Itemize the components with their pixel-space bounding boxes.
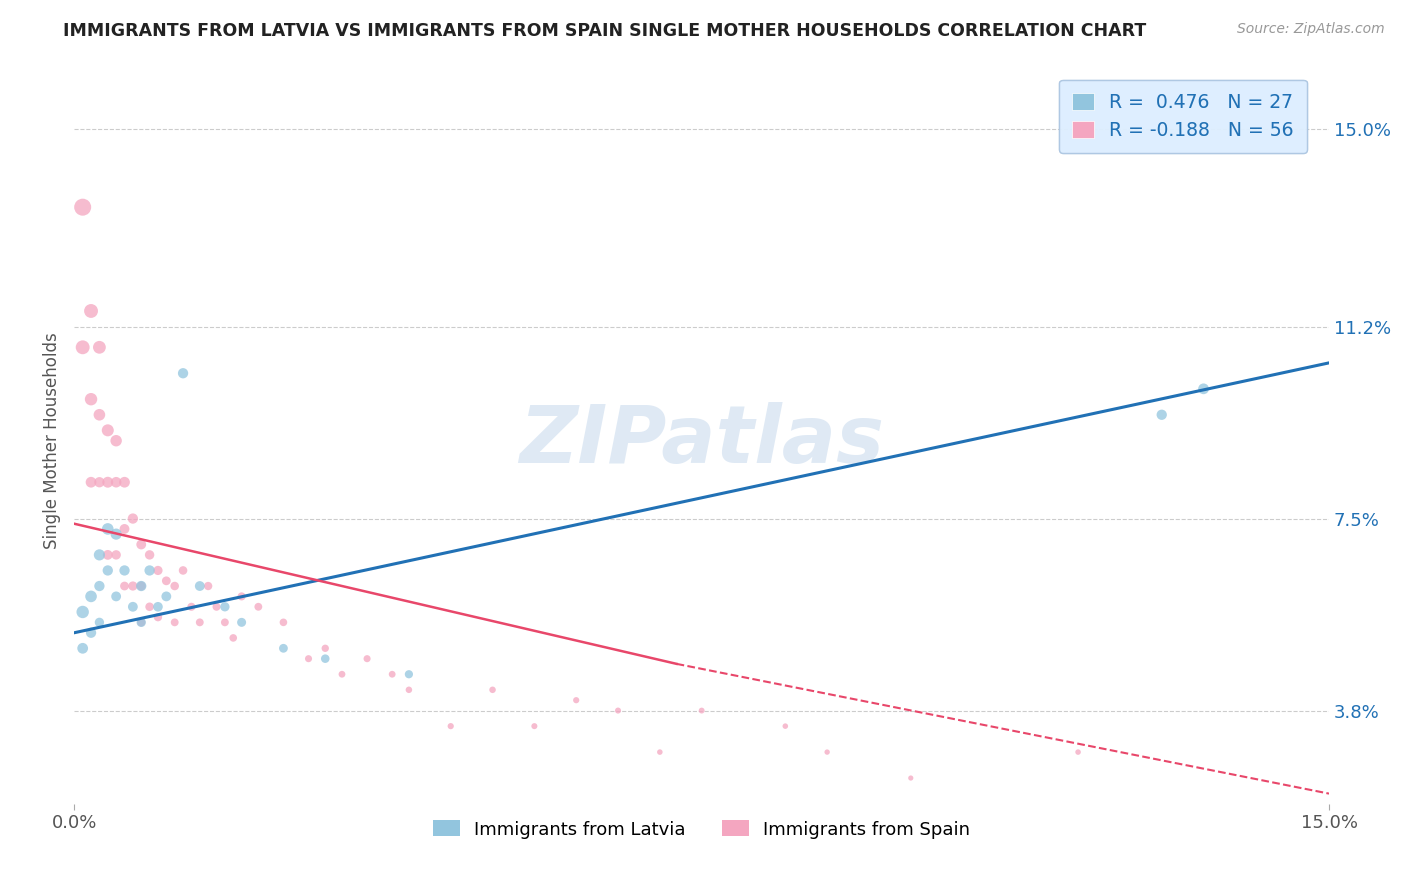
Point — [273, 615, 295, 630]
Point — [89, 548, 111, 562]
Point — [398, 667, 420, 681]
Text: ZIPatlas: ZIPatlas — [519, 401, 884, 480]
Point — [607, 704, 630, 718]
Point — [89, 579, 111, 593]
Point — [900, 771, 922, 785]
Point — [89, 475, 111, 490]
Point — [89, 615, 111, 630]
Point — [205, 599, 228, 614]
Point — [440, 719, 463, 733]
Point — [565, 693, 588, 707]
Point — [114, 522, 136, 536]
Text: Source: ZipAtlas.com: Source: ZipAtlas.com — [1237, 22, 1385, 37]
Point — [138, 599, 160, 614]
Point — [815, 745, 838, 759]
Point — [297, 651, 319, 665]
Point — [222, 631, 245, 645]
Point — [690, 704, 713, 718]
Point — [214, 615, 236, 630]
Point — [314, 651, 336, 665]
Point — [1192, 382, 1215, 396]
Point — [97, 548, 120, 562]
Point — [172, 366, 194, 380]
Point — [129, 579, 152, 593]
Point — [114, 475, 136, 490]
Point — [188, 579, 211, 593]
Point — [1067, 745, 1090, 759]
Point — [105, 434, 128, 448]
Point — [247, 599, 270, 614]
Point — [155, 590, 177, 604]
Point — [314, 641, 336, 656]
Point — [197, 579, 219, 593]
Point — [105, 548, 128, 562]
Point — [523, 719, 546, 733]
Point — [97, 564, 120, 578]
Point — [648, 745, 671, 759]
Point — [122, 579, 145, 593]
Point — [129, 615, 152, 630]
Point — [80, 392, 103, 407]
Point — [146, 564, 169, 578]
Point — [180, 599, 202, 614]
Point — [80, 625, 103, 640]
Point — [481, 682, 503, 697]
Point — [129, 579, 152, 593]
Point — [146, 599, 169, 614]
Point — [146, 610, 169, 624]
Point — [775, 719, 797, 733]
Y-axis label: Single Mother Households: Single Mother Households — [44, 333, 60, 549]
Point — [155, 574, 177, 588]
Point — [172, 564, 194, 578]
Point — [129, 615, 152, 630]
Point — [105, 527, 128, 541]
Point — [122, 511, 145, 525]
Point — [138, 548, 160, 562]
Point — [129, 537, 152, 551]
Point — [97, 423, 120, 437]
Point — [138, 564, 160, 578]
Point — [163, 615, 186, 630]
Point — [1150, 408, 1173, 422]
Point — [80, 590, 103, 604]
Point — [398, 682, 420, 697]
Point — [105, 590, 128, 604]
Point — [114, 579, 136, 593]
Point — [72, 340, 94, 354]
Point — [330, 667, 353, 681]
Text: IMMIGRANTS FROM LATVIA VS IMMIGRANTS FROM SPAIN SINGLE MOTHER HOUSEHOLDS CORRELA: IMMIGRANTS FROM LATVIA VS IMMIGRANTS FRO… — [63, 22, 1146, 40]
Point — [122, 599, 145, 614]
Point — [214, 599, 236, 614]
Point — [72, 200, 94, 214]
Point — [89, 340, 111, 354]
Point — [231, 615, 253, 630]
Point — [80, 475, 103, 490]
Point — [72, 641, 94, 656]
Point — [80, 304, 103, 318]
Point — [273, 641, 295, 656]
Point — [231, 590, 253, 604]
Point — [72, 605, 94, 619]
Point — [89, 408, 111, 422]
Point — [188, 615, 211, 630]
Point — [381, 667, 404, 681]
Point — [356, 651, 378, 665]
Point — [105, 475, 128, 490]
Point — [163, 579, 186, 593]
Point — [97, 522, 120, 536]
Point — [97, 475, 120, 490]
Legend: R =  0.476   N = 27, R = -0.188   N = 56: R = 0.476 N = 27, R = -0.188 N = 56 — [1059, 79, 1308, 153]
Point — [114, 564, 136, 578]
